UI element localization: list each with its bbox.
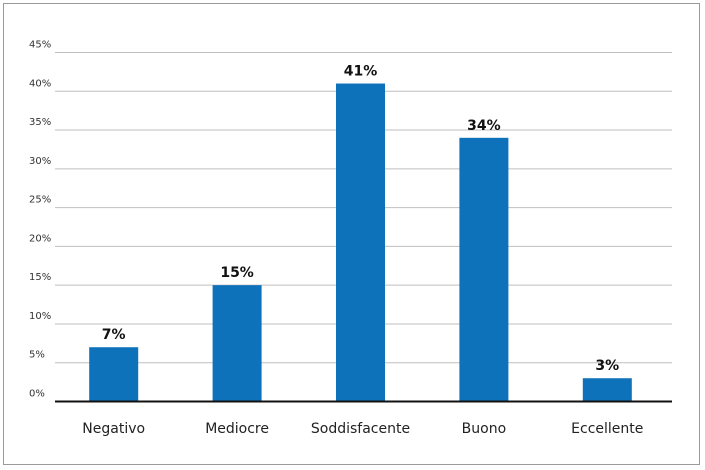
bar xyxy=(582,378,632,401)
y-tick-label: 45% xyxy=(29,40,51,51)
x-category-label: Soddisfacente xyxy=(311,421,410,437)
bar xyxy=(212,285,262,401)
y-tick-label: 10% xyxy=(29,311,51,322)
y-tick-label: 20% xyxy=(29,233,51,244)
bars xyxy=(89,83,632,401)
y-tick-label: 25% xyxy=(29,195,51,206)
data-label: 3% xyxy=(595,358,619,374)
bar xyxy=(336,83,385,401)
y-tick-label: 35% xyxy=(29,117,51,128)
x-category-label: Eccellente xyxy=(571,421,643,437)
x-category-label: Negativo xyxy=(82,421,145,437)
x-category-label: Buono xyxy=(462,421,506,437)
y-tick-label: 15% xyxy=(29,272,51,283)
data-label: 15% xyxy=(220,265,254,281)
data-label: 7% xyxy=(102,327,126,343)
bar xyxy=(459,137,509,401)
bar xyxy=(89,347,139,401)
y-tick-label: 40% xyxy=(29,78,51,89)
data-labels: 7% 15% 41% 34% 3% xyxy=(102,64,619,375)
x-axis-categories: Negativo Mediocre Soddisfacente Buono Eccell… xyxy=(82,421,643,437)
y-tick-label: 5% xyxy=(29,350,45,361)
data-label: 34% xyxy=(467,118,501,134)
x-category-label: Mediocre xyxy=(205,421,269,437)
y-axis-ticks: 0% 5% 10% 15% 20% 25% 30% 35% 40% 45% xyxy=(29,40,51,400)
data-label: 41% xyxy=(344,64,378,80)
y-tick-label: 0% xyxy=(29,389,45,400)
y-tick-label: 30% xyxy=(29,156,51,167)
